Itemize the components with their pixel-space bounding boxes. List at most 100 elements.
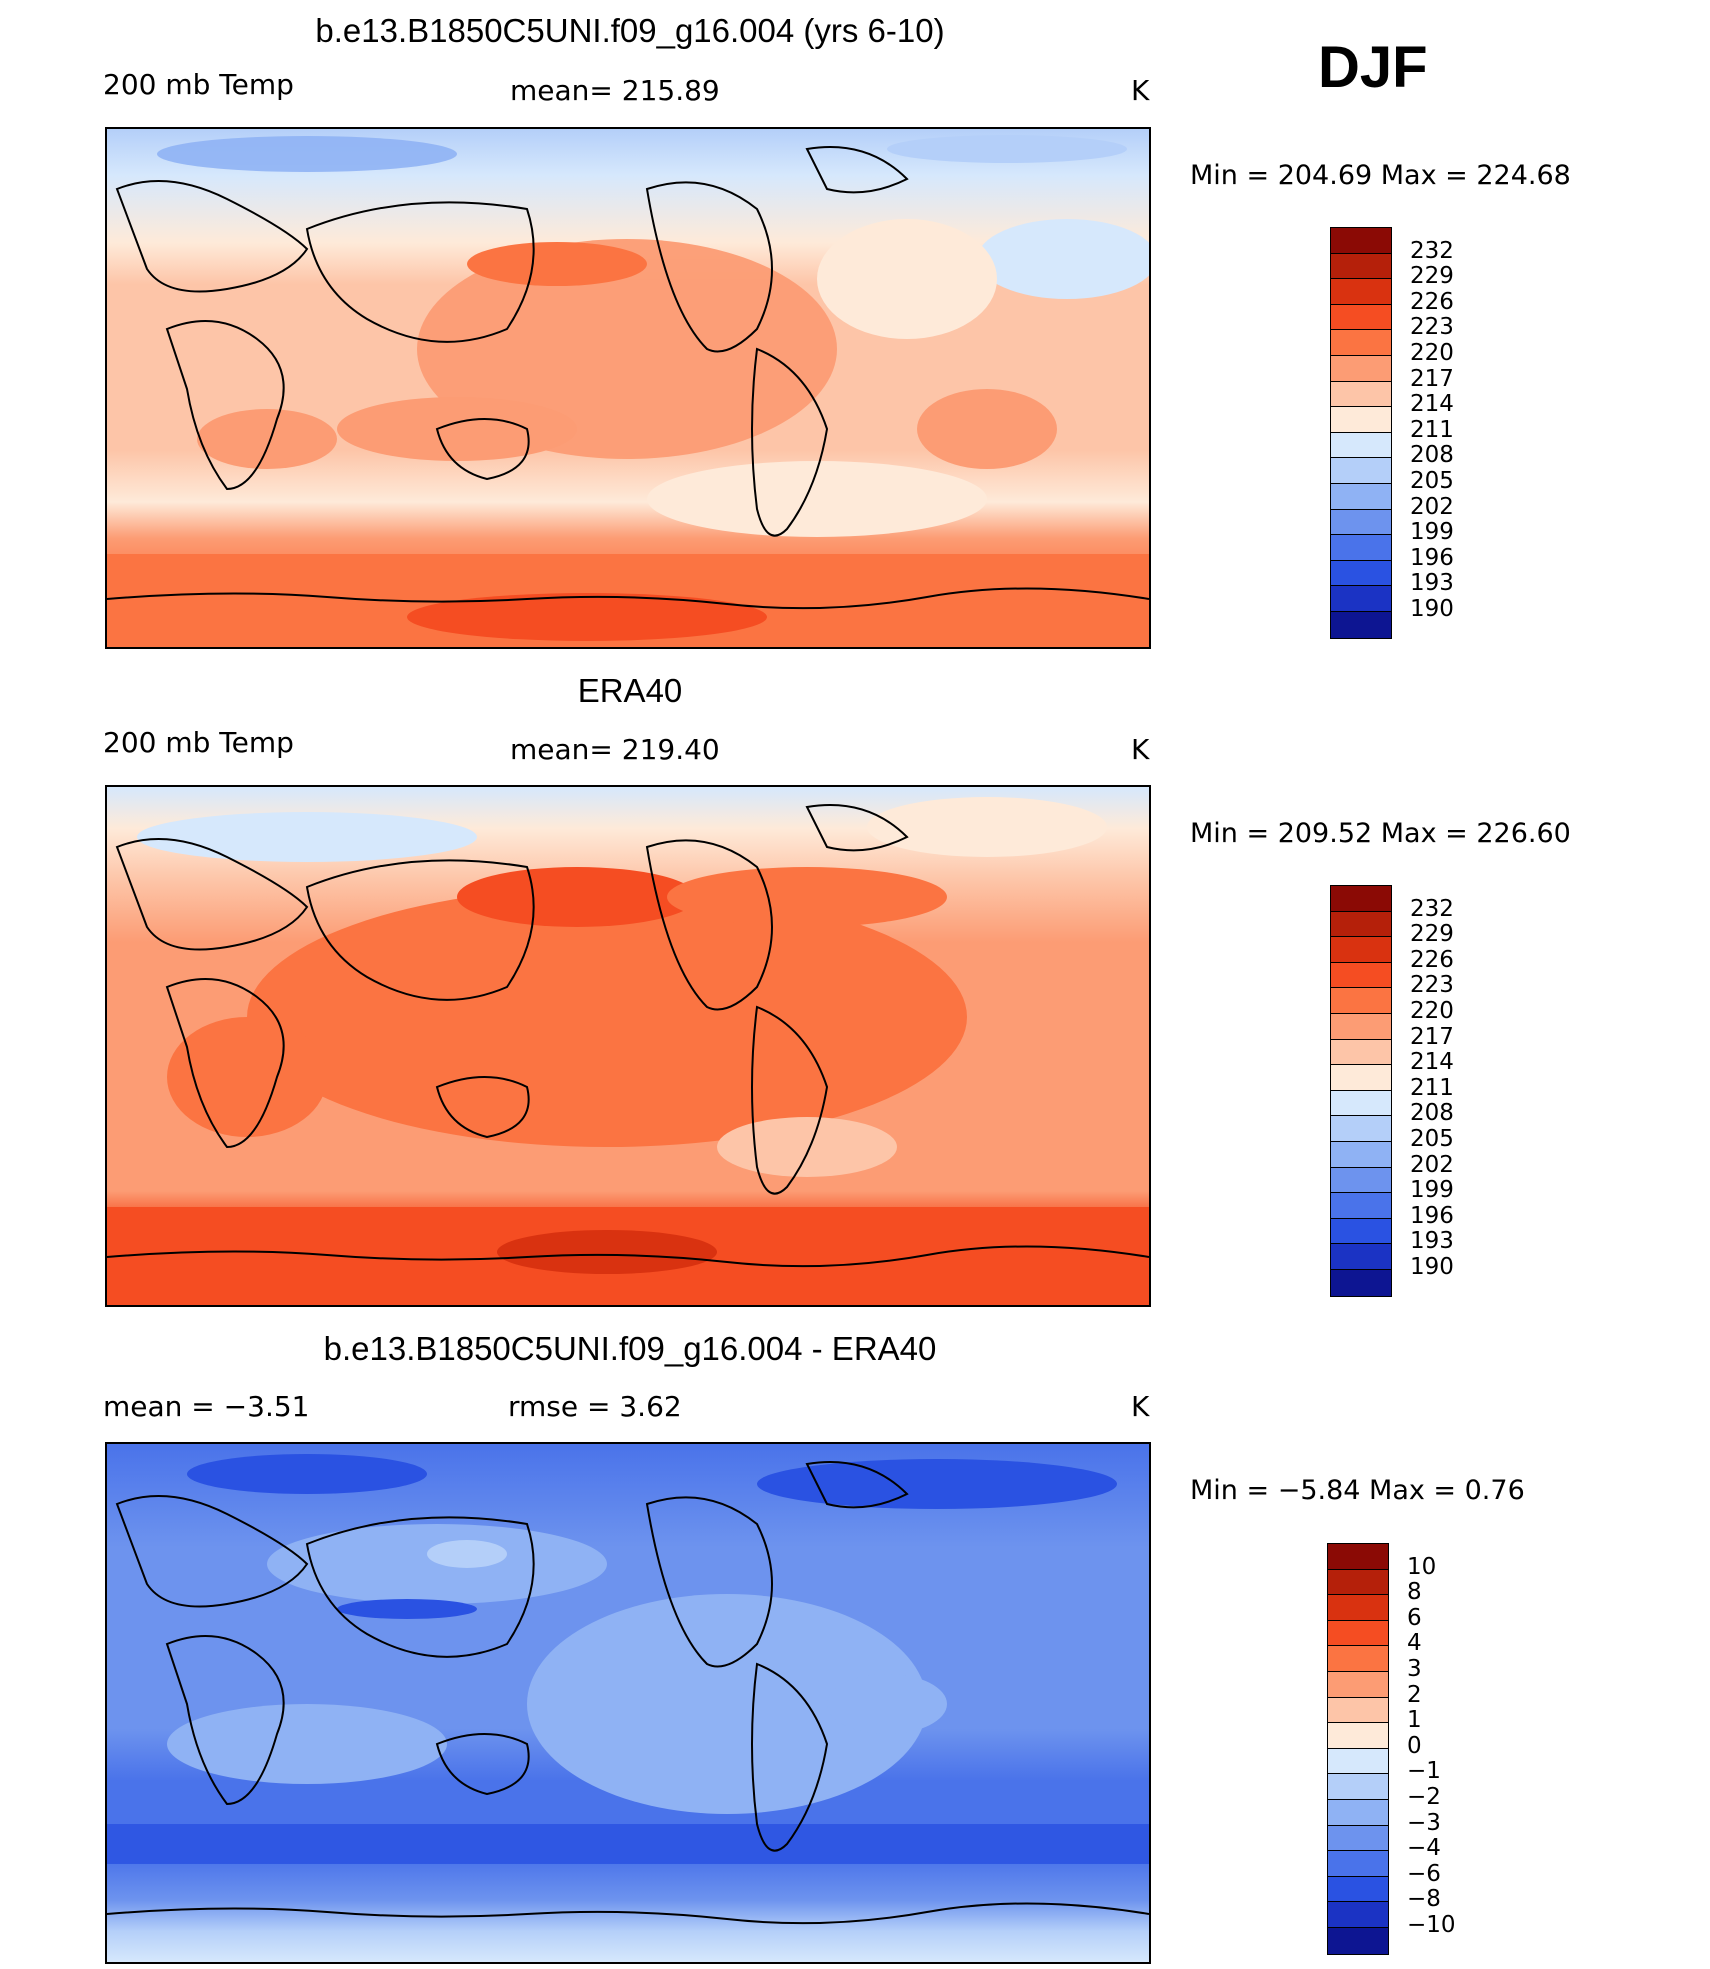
- panel-3-colorbar: [1327, 1543, 1389, 1955]
- colorbar-tick-label: 190: [1410, 596, 1454, 622]
- colorbar-tick-label: 205: [1410, 1126, 1454, 1152]
- colorbar-tick-label: 229: [1410, 263, 1454, 290]
- colorbar-tick-label: 1: [1407, 1707, 1422, 1734]
- panel-2-units-label: K: [1131, 733, 1150, 766]
- colorbar-swatch: [1331, 330, 1391, 356]
- panel-1-coastlines: [115, 146, 909, 537]
- colorbar-tick-label: −10: [1407, 1912, 1456, 1938]
- colorbar-swatch: [1328, 1697, 1388, 1724]
- colorbar-swatch: [1328, 1544, 1388, 1570]
- panel-1-units-label: K: [1131, 74, 1150, 107]
- colorbar-swatch: [1328, 1799, 1388, 1826]
- colorbar-swatch: [1331, 937, 1391, 963]
- panel-3-min-max: Min = −5.84 Max = 0.76: [1190, 1475, 1525, 1506]
- colorbar-swatch: [1331, 962, 1391, 989]
- colorbar-tick-label: 8: [1407, 1579, 1422, 1606]
- colorbar-swatch: [1328, 1646, 1388, 1672]
- colorbar-swatch: [1328, 1620, 1388, 1647]
- panel-1-title: b.e13.B1850C5UNI.f09_g16.004 (yrs 6-10): [315, 12, 945, 49]
- colorbar-swatch: [1331, 509, 1391, 536]
- colorbar-tick-label: 208: [1410, 442, 1454, 469]
- panel-1-colorbar: [1330, 227, 1392, 639]
- colorbar-tick-label: −8: [1407, 1886, 1441, 1913]
- panel-3-colorbar-swatches: [1327, 1543, 1389, 1955]
- panel-3-map: [105, 1442, 1151, 1964]
- colorbar-tick-label: 226: [1410, 288, 1454, 315]
- colorbar-swatch: [1331, 1244, 1391, 1270]
- colorbar-swatch: [1328, 1774, 1388, 1800]
- colorbar-swatch: [1328, 1723, 1388, 1749]
- colorbar-tick-label: 229: [1410, 921, 1454, 948]
- panel-2-mean-label: mean= 219.40: [510, 733, 720, 766]
- colorbar-swatch: [1328, 1927, 1388, 1954]
- colorbar-tick-label: 223: [1410, 314, 1454, 341]
- colorbar-tick-label: 196: [1410, 1202, 1454, 1229]
- panel-2-min-max: Min = 209.52 Max = 226.60: [1190, 818, 1571, 849]
- colorbar-tick-label: 2: [1407, 1681, 1422, 1708]
- colorbar-swatch: [1331, 1013, 1391, 1040]
- colorbar-tick-label: 3: [1407, 1656, 1422, 1682]
- colorbar-tick-label: 193: [1410, 1228, 1454, 1255]
- panel-3-rmse-label: rmse = 3.62: [508, 1390, 682, 1423]
- colorbar-tick-label: 205: [1410, 468, 1454, 494]
- colorbar-tick-label: 211: [1410, 1074, 1454, 1101]
- colorbar-swatch: [1331, 611, 1391, 638]
- colorbar-swatch: [1331, 432, 1391, 459]
- colorbar-swatch: [1331, 911, 1391, 938]
- panel-1-contour-field: [107, 129, 1149, 647]
- panel-2-map: [105, 785, 1151, 1307]
- colorbar-swatch: [1331, 988, 1391, 1014]
- colorbar-swatch: [1331, 1065, 1391, 1091]
- colorbar-swatch: [1331, 1193, 1391, 1219]
- colorbar-swatch: [1328, 1825, 1388, 1852]
- colorbar-swatch: [1331, 1116, 1391, 1142]
- colorbar-tick-label: −3: [1407, 1809, 1441, 1836]
- colorbar-tick-label: 214: [1410, 1049, 1454, 1076]
- panel-2-variable-label: 200 mb Temp: [103, 726, 294, 759]
- colorbar-swatch: [1331, 535, 1391, 561]
- colorbar-tick-label: 202: [1410, 1151, 1454, 1178]
- panel-1-min-max: Min = 204.69 Max = 224.68: [1190, 160, 1571, 191]
- colorbar-swatch: [1328, 1748, 1388, 1775]
- colorbar-swatch: [1331, 304, 1391, 331]
- colorbar-swatch: [1328, 1851, 1388, 1877]
- colorbar-tick-label: 6: [1407, 1604, 1422, 1631]
- panel-2-coastlines: [115, 804, 909, 1195]
- colorbar-swatch: [1331, 381, 1391, 408]
- panel-3-coastlines: [115, 1461, 909, 1852]
- colorbar-tick-label: 217: [1410, 1023, 1454, 1050]
- panel-2-colorbar-swatches: [1330, 885, 1392, 1297]
- colorbar-swatch: [1331, 355, 1391, 382]
- colorbar-tick-label: 211: [1410, 416, 1454, 443]
- colorbar-swatch: [1328, 1902, 1388, 1928]
- panel-3-contour-field: [107, 1444, 1149, 1962]
- colorbar-swatch: [1331, 1141, 1391, 1168]
- panel-2-title: ERA40: [577, 672, 683, 709]
- colorbar-tick-label: −2: [1407, 1784, 1441, 1810]
- season-label: DJF: [1318, 35, 1428, 100]
- colorbar-tick-label: 220: [1410, 340, 1454, 366]
- colorbar-tick-label: 223: [1410, 972, 1454, 999]
- colorbar-swatch: [1331, 458, 1391, 484]
- colorbar-tick-label: −6: [1407, 1860, 1441, 1887]
- colorbar-swatch: [1331, 1269, 1391, 1296]
- colorbar-swatch: [1331, 407, 1391, 433]
- colorbar-swatch: [1328, 1876, 1388, 1903]
- colorbar-swatch: [1331, 586, 1391, 612]
- colorbar-tick-label: 4: [1407, 1630, 1422, 1657]
- colorbar-tick-label: 232: [1410, 895, 1454, 922]
- colorbar-tick-label: 199: [1410, 519, 1454, 546]
- colorbar-swatch: [1331, 1090, 1391, 1117]
- colorbar-tick-label: 0: [1407, 1732, 1422, 1759]
- colorbar-tick-label: 208: [1410, 1100, 1454, 1127]
- colorbar-tick-label: 190: [1410, 1254, 1454, 1280]
- colorbar-swatch: [1328, 1569, 1388, 1596]
- colorbar-swatch: [1331, 560, 1391, 587]
- panel-2-colorbar: [1330, 885, 1392, 1297]
- colorbar-tick-label: 196: [1410, 544, 1454, 571]
- colorbar-tick-label: 232: [1410, 237, 1454, 264]
- colorbar-swatch: [1331, 279, 1391, 305]
- colorbar-swatch: [1331, 1218, 1391, 1245]
- colorbar-tick-label: 214: [1410, 391, 1454, 418]
- colorbar-tick-label: 199: [1410, 1177, 1454, 1204]
